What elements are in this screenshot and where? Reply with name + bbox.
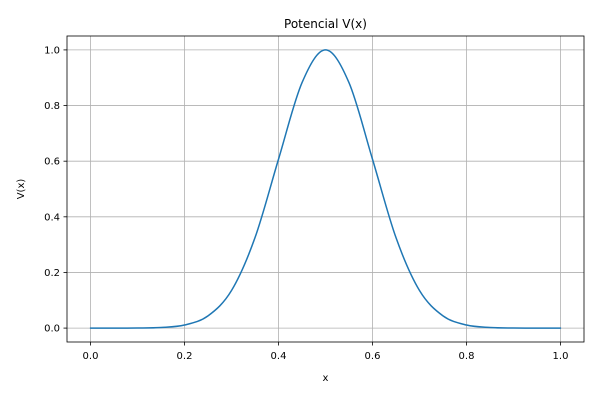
grid	[67, 36, 584, 342]
series-layer	[89, 49, 562, 329]
chart-title: Potencial V(x)	[284, 17, 367, 31]
plot-frame	[66, 35, 585, 343]
y-axis-label: V(x)	[16, 179, 27, 200]
y-tick-label-4: 0.8	[44, 101, 60, 112]
x-axis-label: x	[323, 373, 329, 384]
x-tick-label-1: 0.2	[177, 351, 193, 362]
series-line-0	[89, 49, 562, 329]
x-tick-label-0: 0.0	[83, 351, 99, 362]
x-tick-label-4: 0.8	[459, 351, 475, 362]
y-tick-label-2: 0.4	[44, 212, 60, 223]
y-tick-label-1: 0.2	[44, 268, 60, 279]
y-tick-label-5: 1.0	[44, 45, 60, 56]
y-tick-label-0: 0.0	[44, 324, 60, 335]
y-tick-label-3: 0.6	[44, 157, 60, 168]
x-tick-label-3: 0.6	[365, 351, 381, 362]
ticks-layer: 0.0 0.2 0.4 0.6 0.8 1.0 0.0 0.2 0.4 0.6 0.8 1.0	[44, 45, 568, 362]
x-tick-label-5: 1.0	[553, 351, 569, 362]
x-tick-label-2: 0.4	[271, 351, 287, 362]
